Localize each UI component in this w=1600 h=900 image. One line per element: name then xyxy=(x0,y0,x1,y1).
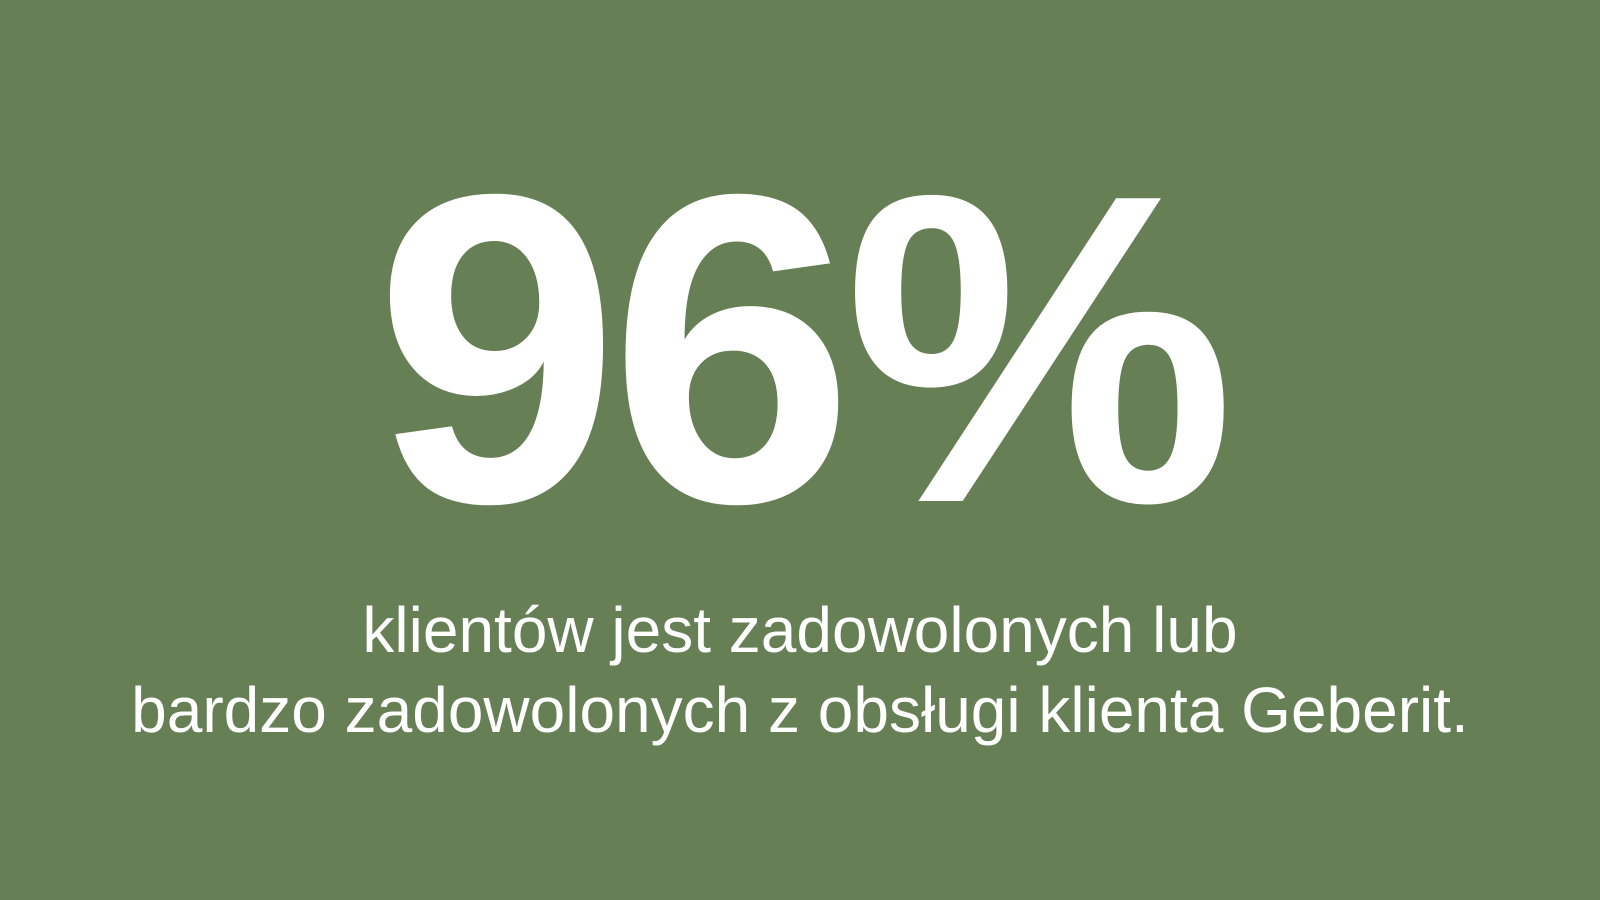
stat-description: klientów jest zadowolonych lub bardzo za… xyxy=(0,590,1600,750)
description-line-2: bardzo zadowolonych z obsługi klienta Ge… xyxy=(131,674,1469,746)
description-line-1: klientów jest zadowolonych lub xyxy=(362,594,1238,666)
stat-value: 96% xyxy=(374,104,1236,595)
